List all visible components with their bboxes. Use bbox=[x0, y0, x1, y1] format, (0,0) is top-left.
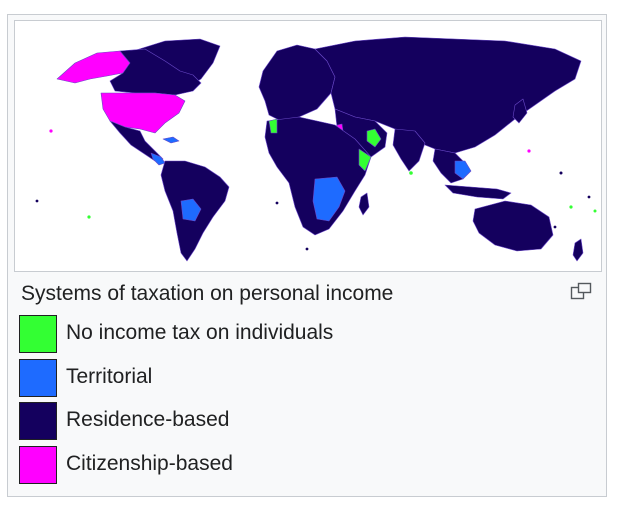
map-island-marker bbox=[49, 129, 53, 133]
map-island-marker bbox=[587, 195, 591, 199]
legend-swatch-residence-based bbox=[19, 402, 57, 440]
map-region-somalia-no-tax bbox=[358, 148, 372, 172]
map-region-madagascar bbox=[358, 192, 370, 216]
map-island-marker bbox=[35, 199, 39, 203]
map-island-marker bbox=[553, 225, 557, 229]
legend-swatch-citizenship-based bbox=[19, 446, 57, 484]
map-island-marker bbox=[593, 209, 597, 213]
map-region-russia-asia bbox=[314, 36, 582, 154]
map-region-malaysia-territorial bbox=[454, 160, 472, 180]
map-caption: Systems of taxation on personal income bbox=[21, 282, 394, 305]
map-region-indonesia bbox=[444, 184, 512, 200]
map-region-europe bbox=[258, 44, 336, 122]
map-island-marker bbox=[305, 247, 309, 251]
map-region-southern-africa-territorial bbox=[312, 176, 346, 222]
map-island-marker bbox=[87, 215, 91, 219]
map-region-arabian-gulf-no-tax bbox=[366, 128, 382, 148]
map-region-mexico-central-america bbox=[109, 120, 164, 162]
map-region-new-zealand bbox=[572, 238, 584, 262]
legend-swatch-territorial bbox=[19, 359, 57, 397]
map-region-south-asia bbox=[392, 128, 426, 172]
enlarge-icon[interactable] bbox=[570, 282, 592, 300]
map-infobox: Systems of taxation on personal income N… bbox=[7, 14, 607, 497]
legend-swatch-no-income-tax bbox=[19, 315, 57, 353]
legend-label: Territorial bbox=[66, 365, 153, 388]
map-region-western-sahara-no-tax bbox=[268, 118, 278, 134]
map-region-united-states bbox=[100, 92, 186, 134]
map-island-marker bbox=[559, 171, 563, 175]
map-region-africa bbox=[264, 116, 372, 236]
map-region-paraguay-territorial bbox=[180, 198, 202, 222]
legend-label: Citizenship-based bbox=[66, 452, 233, 475]
world-map-graphic bbox=[35, 36, 597, 262]
map-region-central-america-territorial bbox=[150, 152, 166, 166]
map-island-marker bbox=[527, 149, 531, 153]
map-region-australia bbox=[472, 200, 554, 252]
world-map[interactable] bbox=[14, 20, 602, 272]
map-island-marker bbox=[569, 205, 573, 209]
map-island-marker bbox=[409, 171, 413, 175]
map-region-japan bbox=[512, 98, 528, 124]
legend-label: Residence-based bbox=[66, 408, 230, 431]
map-region-caribbean bbox=[162, 136, 180, 144]
map-small-islands bbox=[35, 129, 597, 251]
map-island-marker bbox=[275, 201, 279, 205]
legend-label: No income tax on individuals bbox=[66, 321, 334, 344]
